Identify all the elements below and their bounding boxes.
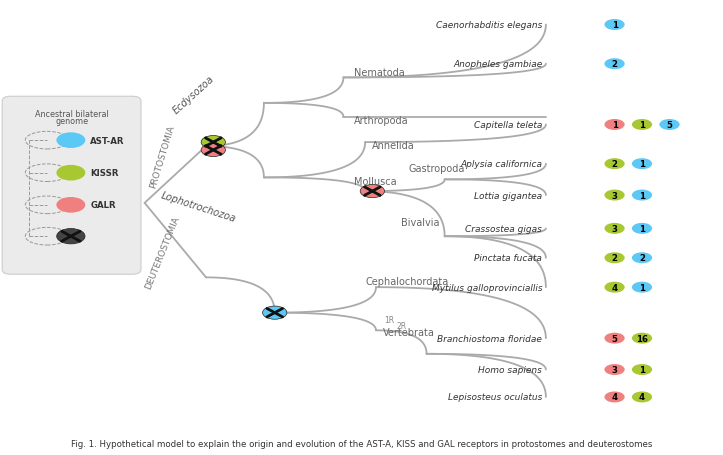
Circle shape	[632, 364, 652, 375]
Text: 3: 3	[612, 224, 617, 233]
Circle shape	[262, 306, 287, 319]
Circle shape	[604, 253, 625, 264]
Text: Nematoda: Nematoda	[354, 67, 405, 77]
Circle shape	[56, 197, 85, 213]
Text: 2: 2	[612, 60, 617, 69]
Text: 5: 5	[667, 121, 672, 130]
Text: GALR: GALR	[90, 201, 116, 210]
Circle shape	[659, 120, 680, 131]
Circle shape	[201, 136, 226, 149]
Circle shape	[201, 144, 226, 157]
Circle shape	[632, 223, 652, 234]
Circle shape	[360, 185, 385, 198]
Text: Caenorhabditis elegans: Caenorhabditis elegans	[436, 21, 542, 30]
Text: Lottia gigantea: Lottia gigantea	[474, 191, 542, 200]
Text: Mollusca: Mollusca	[354, 177, 397, 187]
Text: 1R: 1R	[385, 315, 395, 324]
Circle shape	[632, 333, 652, 344]
Text: Capitella teleta: Capitella teleta	[474, 121, 542, 130]
Text: Pinctata fucata: Pinctata fucata	[474, 254, 542, 263]
Circle shape	[56, 229, 85, 244]
Text: 1: 1	[639, 283, 645, 292]
Text: KISSR: KISSR	[90, 169, 119, 178]
Circle shape	[632, 120, 652, 131]
Text: 4: 4	[639, 393, 645, 402]
Text: Aplysia californica: Aplysia californica	[461, 160, 542, 169]
Circle shape	[604, 282, 625, 293]
Circle shape	[632, 392, 652, 403]
Circle shape	[632, 253, 652, 264]
Text: Anopheles gambiae: Anopheles gambiae	[453, 60, 542, 69]
Circle shape	[632, 282, 652, 293]
Text: Bivalvia: Bivalvia	[401, 218, 440, 228]
Circle shape	[56, 166, 85, 181]
Text: 4: 4	[612, 283, 617, 292]
Circle shape	[604, 159, 625, 170]
Text: Cephalochordata: Cephalochordata	[365, 276, 448, 286]
Text: Annelida: Annelida	[372, 141, 415, 151]
Text: Arthropoda: Arthropoda	[354, 116, 409, 126]
Circle shape	[632, 159, 652, 170]
Circle shape	[604, 190, 625, 201]
Text: 16: 16	[636, 334, 648, 343]
Circle shape	[56, 133, 85, 149]
Text: 2R: 2R	[396, 321, 406, 330]
Text: 3: 3	[612, 191, 617, 200]
Text: 2: 2	[639, 254, 645, 263]
Text: 2: 2	[612, 254, 617, 263]
Circle shape	[604, 364, 625, 375]
Text: AST-AR: AST-AR	[90, 136, 125, 145]
Text: Lophotrochozoa: Lophotrochozoa	[160, 190, 238, 223]
Text: 1: 1	[612, 21, 617, 30]
Text: Mytilus galloprovinciallis: Mytilus galloprovinciallis	[432, 283, 542, 292]
Text: 1: 1	[639, 224, 645, 233]
Text: PROTOSTOMIA: PROTOSTOMIA	[149, 124, 176, 189]
Text: 1: 1	[612, 121, 617, 130]
Text: 3: 3	[612, 365, 617, 374]
Text: Ecdysozoa: Ecdysozoa	[171, 73, 216, 116]
Text: Crassostea gigas: Crassostea gigas	[466, 224, 542, 233]
Text: 5: 5	[612, 334, 617, 343]
FancyBboxPatch shape	[2, 97, 141, 275]
Circle shape	[604, 20, 625, 31]
Text: Homo sapiens: Homo sapiens	[479, 365, 542, 374]
Text: Fig. 1. Hypothetical model to explain the origin and evolution of the AST-A, KIS: Fig. 1. Hypothetical model to explain th…	[71, 439, 652, 448]
Circle shape	[604, 59, 625, 70]
Text: genome: genome	[55, 117, 88, 126]
Text: Branchiostoma floridae: Branchiostoma floridae	[437, 334, 542, 343]
Text: 1: 1	[639, 365, 645, 374]
Text: Gastropoda: Gastropoda	[408, 164, 465, 174]
Text: DEUTEROSTOMIA: DEUTEROSTOMIA	[144, 215, 181, 290]
Circle shape	[632, 190, 652, 201]
Text: 1: 1	[639, 191, 645, 200]
Text: Lepisosteus oculatus: Lepisosteus oculatus	[448, 393, 542, 402]
Text: Vertebrata: Vertebrata	[383, 328, 435, 338]
Text: 1: 1	[639, 160, 645, 169]
Circle shape	[604, 333, 625, 344]
Circle shape	[604, 120, 625, 131]
Circle shape	[604, 392, 625, 403]
Text: 2: 2	[612, 160, 617, 169]
Circle shape	[604, 223, 625, 234]
Text: 1: 1	[639, 121, 645, 130]
Text: Ancestral bilateral: Ancestral bilateral	[35, 110, 108, 119]
Text: 4: 4	[612, 393, 617, 402]
